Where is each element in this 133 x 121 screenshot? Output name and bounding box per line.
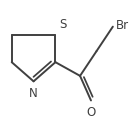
Text: S: S [60, 18, 67, 31]
Text: O: O [86, 106, 96, 119]
Text: Br: Br [116, 19, 129, 32]
Text: N: N [29, 87, 38, 100]
